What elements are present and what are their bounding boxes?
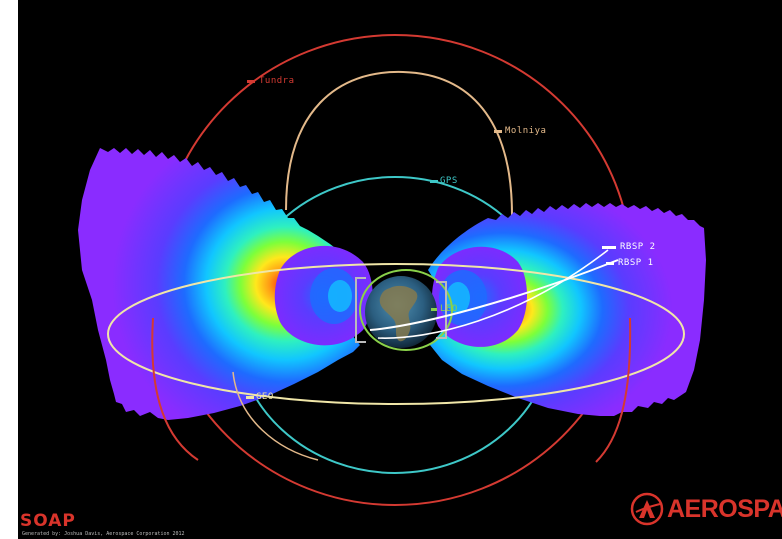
molniya-label: Molniya	[505, 126, 547, 136]
leo-satellite-marker[interactable]	[431, 308, 437, 311]
rbsp1-satellite-marker[interactable]	[606, 262, 614, 265]
rbsp2-satellite-marker[interactable]	[602, 246, 616, 249]
tundra-label: Tundra	[259, 76, 295, 86]
molniya-lower-arc	[232, 371, 319, 461]
tundra-lower-arc	[151, 317, 199, 461]
rbsp2-label: RBSP 2	[620, 242, 656, 252]
leo-orbit	[359, 269, 453, 351]
earth-continents	[379, 285, 418, 342]
rbsp1-orbit	[369, 259, 619, 331]
soap-title: SOAP	[20, 511, 76, 531]
radiation-belt-scene	[78, 34, 706, 506]
geo-label: GEO	[256, 392, 274, 402]
earth-shadow-bracket-left	[355, 277, 366, 343]
tundra-lower-arc-right	[595, 317, 632, 463]
orbit-visualization-viewport[interactable]: Tundra Molniya GPS GEO LEO RBSP 2 RBSP 1…	[18, 0, 782, 539]
molniya-satellite-marker[interactable]	[494, 130, 502, 133]
gps-label: GPS	[440, 176, 458, 186]
aerospace-logo-icon	[630, 492, 664, 526]
aerospace-logo: AEROSPACE	[630, 492, 782, 526]
aerospace-logo-text: AEROSPACE	[667, 494, 782, 523]
generated-by-credit: Generated by: Joshua Davis, Aerospace Co…	[22, 531, 185, 537]
rbsp2-orbit	[377, 249, 609, 339]
gps-satellite-marker[interactable]	[430, 180, 438, 183]
left-radiation-belt	[78, 148, 363, 420]
molniya-orbit	[285, 70, 513, 216]
geo-orbit	[107, 263, 685, 405]
leo-label: LEO	[440, 304, 458, 314]
rbsp1-label: RBSP 1	[618, 258, 654, 268]
earth-shadow-bracket-right	[436, 281, 447, 339]
geo-satellite-marker[interactable]	[246, 396, 254, 399]
left-inner-core-b	[328, 280, 352, 312]
tundra-satellite-marker[interactable]	[247, 80, 255, 83]
